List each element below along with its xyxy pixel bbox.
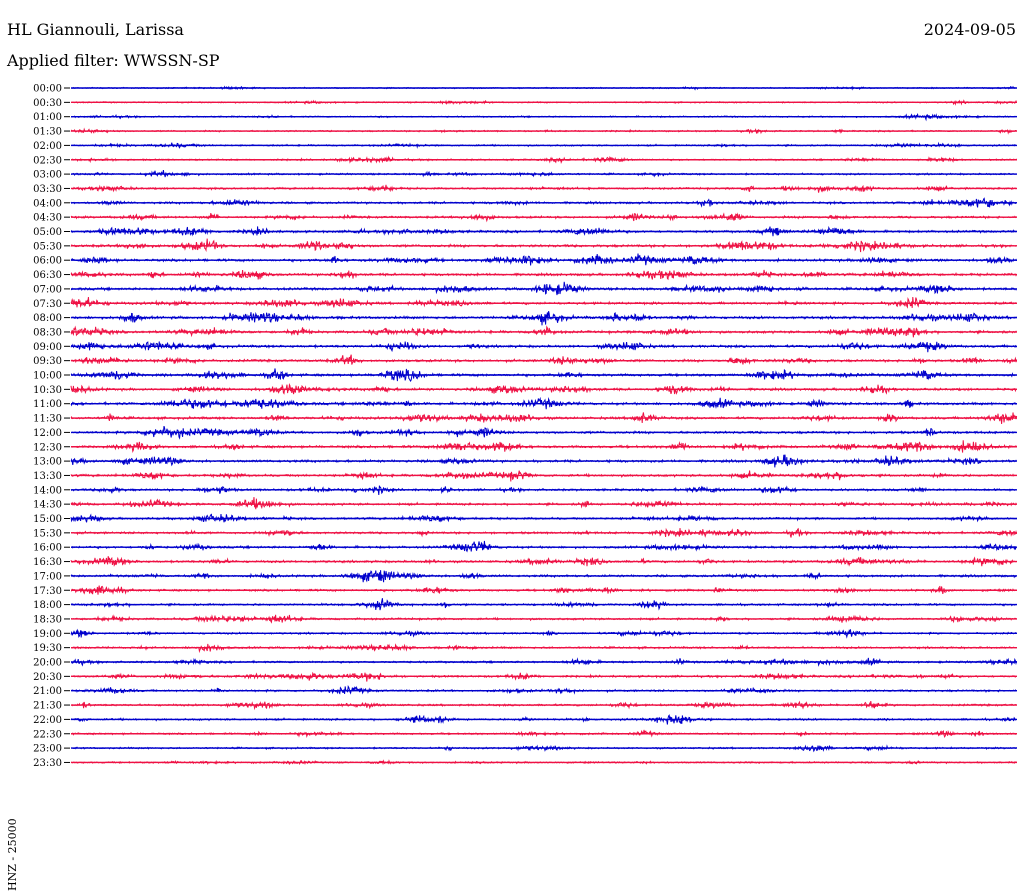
- row-time-label: 07:30: [33, 299, 62, 310]
- row-time-label: 22:00: [33, 715, 62, 726]
- row-time-label: 17:30: [33, 586, 62, 597]
- row-time-label: 17:00: [33, 571, 62, 582]
- row-time-label: 11:00: [33, 399, 62, 410]
- row-time-label: 05:00: [33, 227, 62, 238]
- filter-label: Applied filter: WWSSN-SP: [7, 51, 220, 70]
- row-time-label: 02:30: [33, 155, 62, 166]
- row-time-label: 21:00: [33, 686, 62, 697]
- row-time-label: 06:00: [33, 256, 62, 267]
- row-time-label: 22:30: [33, 729, 62, 740]
- trace-row: [70, 671, 1017, 682]
- row-time-label: 16:00: [33, 543, 62, 554]
- row-time-label: 13:00: [33, 457, 62, 468]
- row-time-label: 21:30: [33, 701, 62, 712]
- trace-row: [70, 354, 1018, 366]
- trace-row: [71, 540, 1017, 553]
- row-time-label: 23:30: [33, 758, 62, 769]
- row-time-label: 11:30: [33, 414, 62, 425]
- row-time-label: 08:00: [33, 313, 62, 324]
- row-time-label: 15:00: [33, 514, 62, 525]
- row-time-label: 19:30: [33, 643, 62, 654]
- row-time-label: 14:00: [33, 485, 62, 496]
- row-time-label: 19:00: [33, 629, 62, 640]
- station-title: HL Giannouli, Larissa: [7, 20, 184, 39]
- row-time-label: 23:00: [33, 744, 62, 755]
- date-label: 2024-09-05: [923, 20, 1016, 39]
- row-time-label: 10:00: [33, 371, 62, 382]
- trace-row: [70, 497, 1018, 510]
- row-time-label: 03:00: [33, 170, 62, 181]
- row-time-label: 20:30: [33, 672, 62, 683]
- row-time-label: 12:00: [33, 428, 62, 439]
- row-time-label: 07:00: [33, 284, 62, 295]
- row-time-label: 14:30: [33, 500, 62, 511]
- row-time-label: 06:30: [33, 270, 62, 281]
- row-time-label: 02:00: [33, 141, 62, 152]
- row-time-label: 05:30: [33, 241, 62, 252]
- row-time-label: 01:00: [33, 112, 62, 123]
- row-time-label: 18:30: [33, 614, 62, 625]
- row-time-label: 15:30: [33, 528, 62, 539]
- row-time-label: 08:30: [33, 327, 62, 338]
- row-time-label: 12:30: [33, 442, 62, 453]
- row-time-label: 13:30: [33, 471, 62, 482]
- row-time-label: 00:30: [33, 98, 62, 109]
- row-time-label: 04:00: [33, 198, 62, 209]
- row-time-label: 18:00: [33, 600, 62, 611]
- helicorder-chart: 00:00 00:30 01:00 01:30 02:00 02:30 03:00 03:30…: [33, 84, 1018, 769]
- channel-label: HNZ - 25000: [6, 818, 19, 891]
- row-time-label: 10:30: [33, 385, 62, 396]
- row-time-label: 04:30: [33, 213, 62, 224]
- row-time-label: 16:30: [33, 557, 62, 568]
- trace-row: [70, 296, 1018, 309]
- row-time-label: 01:30: [33, 127, 62, 138]
- row-time-label: 20:00: [33, 658, 62, 669]
- row-time-label: 09:00: [33, 342, 62, 353]
- row-time-label: 03:30: [33, 184, 62, 195]
- row-time-label: 09:30: [33, 356, 62, 367]
- row-time-label: 00:00: [33, 84, 62, 95]
